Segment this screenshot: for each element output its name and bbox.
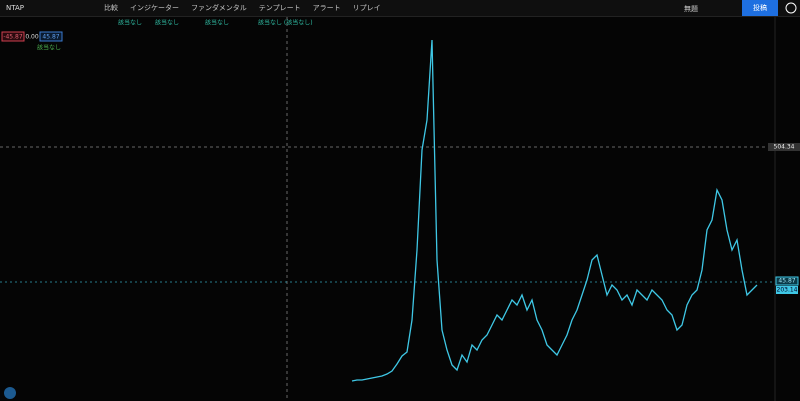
menu-item[interactable]: 比較 [103, 4, 118, 12]
buy-price: 45.87 [42, 34, 59, 41]
logo[interactable] [4, 387, 16, 399]
menu-item[interactable]: インジケーター [129, 4, 179, 12]
sell-box[interactable] [1, 31, 25, 42]
sub-value: 該当なし [37, 44, 61, 52]
indicator-value: 該当なし [155, 19, 179, 27]
spread: 0.00 [25, 34, 39, 41]
last-label [775, 276, 799, 286]
indicator-value: 該当なし [118, 19, 142, 27]
menu-item[interactable]: ファンダメンタル [190, 4, 247, 12]
buy-box[interactable] [39, 31, 63, 42]
menu-item[interactable]: テンプレート [258, 4, 301, 12]
toolbar: NTAP 比較 インジケーター ファンダメンタル テンプレート アラート リプレ… [0, 0, 800, 17]
layout-name[interactable]: 無題 [684, 5, 698, 13]
last-price: 45.87 [778, 278, 795, 285]
indicator-value: 該当なし [205, 19, 229, 27]
menu-item[interactable]: リプレイ [352, 4, 381, 12]
publish-button[interactable]: 投稿 [742, 0, 778, 16]
crosshair-price: 504.34 [774, 144, 795, 151]
secondary-label [776, 286, 798, 294]
account-icon[interactable] [785, 2, 797, 14]
price-series [351, 39, 758, 382]
sell-price: -45.87 [3, 34, 23, 41]
indicator-value: 該当なし (該当なし) [258, 19, 313, 27]
symbol[interactable]: NTAP [6, 4, 24, 12]
secondary-price: 203.14 [777, 287, 798, 294]
crosshair-label [768, 143, 800, 151]
menu-item[interactable]: アラート [312, 4, 341, 12]
